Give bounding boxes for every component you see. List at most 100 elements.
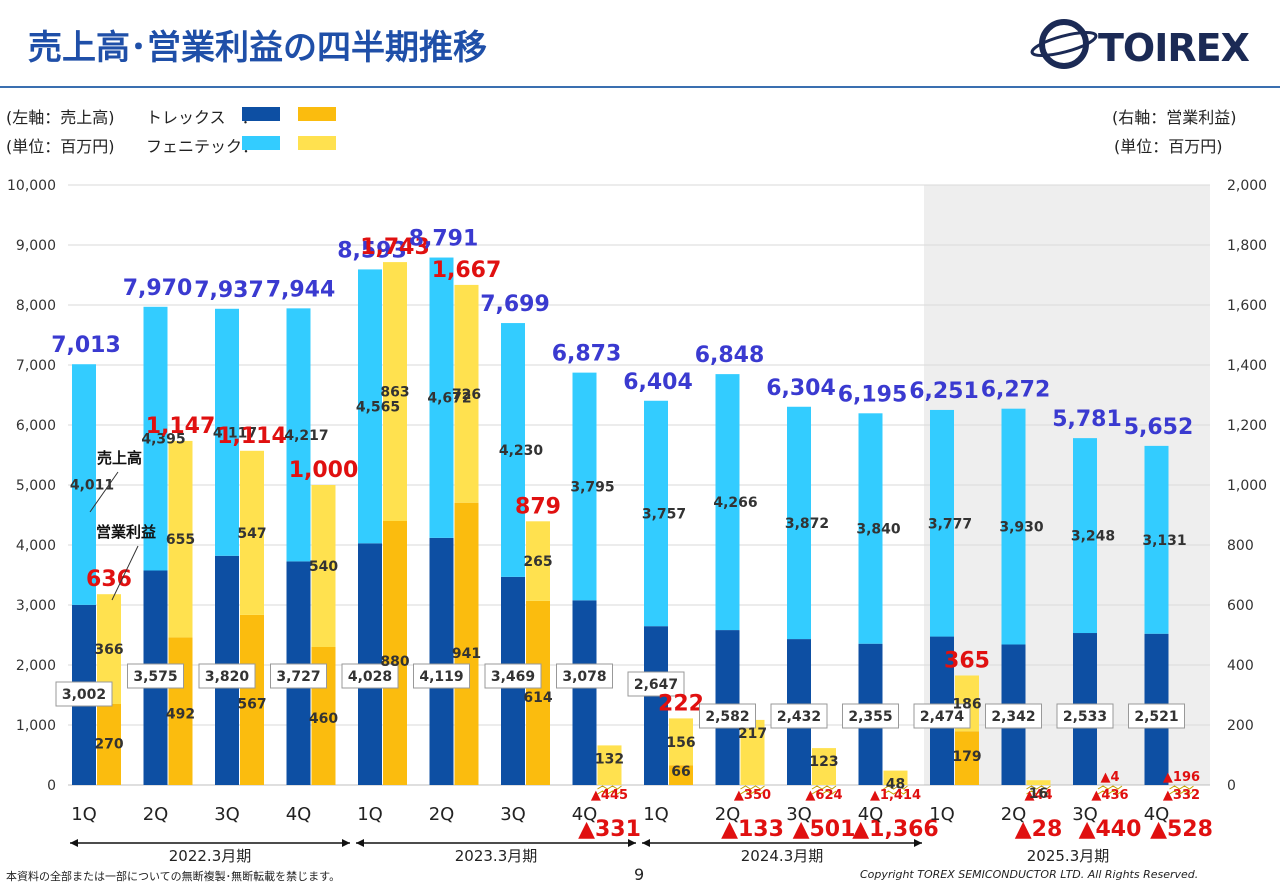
phenitec-sales-label: 4,117 [213, 425, 257, 441]
torex-sales-label: 2,342 [991, 709, 1035, 725]
unit-note-right: (単位：百万円) [1114, 137, 1223, 156]
torex-sales-label: 3,078 [562, 669, 606, 685]
category-label: 2Q [1001, 804, 1027, 825]
total-sales-label: 6,251 [909, 379, 979, 404]
category-label: 2Q [143, 804, 169, 825]
left-tick-label: 0 [47, 778, 56, 794]
phenitec-sales-label: 3,131 [1142, 533, 1186, 549]
bar-phenitec-sales [1144, 445, 1169, 634]
torex-sales-label-box [913, 703, 971, 729]
phenitec-op-label: ▲196 [1163, 770, 1200, 785]
category-label: 3Q [786, 804, 812, 825]
torex-sales-label: 2,355 [848, 709, 892, 725]
bar-phenitec-sales [715, 374, 740, 631]
torex-sales-label: 2,474 [920, 709, 965, 725]
bar-phenitec-sales [572, 372, 597, 601]
torex-sales-label: 3,469 [491, 669, 535, 685]
bar-torex-op [454, 502, 479, 785]
torex-sales-label: 2,521 [1134, 709, 1178, 725]
right-tick-label: 1,600 [1227, 298, 1267, 314]
right-tick-label: 1,800 [1227, 238, 1267, 254]
total-sales-label: 5,781 [1052, 407, 1122, 432]
bar-phenitec-sales [429, 257, 454, 538]
bar-phenitec-op [1026, 780, 1051, 785]
torex-op-label: ▲44 [1024, 788, 1052, 803]
total-op-label: 1,147 [146, 414, 216, 439]
category-label: 4Q [572, 804, 598, 825]
torex-sales-label-box [1128, 703, 1185, 729]
torex-sales-label: 4,028 [348, 669, 392, 685]
bar-phenitec-sales [72, 364, 96, 605]
torex-sales-label-box [556, 663, 613, 689]
legend-swatch-phenitec-op [298, 136, 336, 150]
torex-op-label: 567 [237, 696, 266, 712]
phenitec-op-label: 132 [595, 751, 624, 767]
total-sales-label: 7,699 [480, 292, 550, 317]
total-sales-label: 8,593 [337, 238, 407, 263]
total-sales-label: 6,195 [838, 382, 908, 407]
unit-note-left: (単位：百万円) [6, 137, 115, 156]
torex-op-label: ▲445 [591, 788, 628, 803]
legend-phenitec-label: フェニテック： [146, 137, 259, 156]
phenitec-op-label: 217 [738, 726, 767, 742]
logo-icon [1030, 19, 1098, 69]
legend-swatch-torex-op [298, 107, 336, 121]
torex-sales-label: 2,533 [1063, 709, 1107, 725]
total-op-label: ▲133 [721, 817, 784, 842]
total-sales-label: 6,272 [981, 378, 1051, 403]
torex-op-label: 941 [452, 646, 481, 662]
torex-sales-label-box [413, 663, 470, 689]
phenitec-op-label: 265 [523, 554, 552, 570]
total-sales-label: 6,404 [623, 370, 693, 395]
bar-phenitec-op [812, 748, 836, 785]
torex-sales-label: 3,727 [276, 669, 320, 685]
phenitec-sales-label: 3,872 [785, 516, 829, 532]
total-sales-label: 6,304 [766, 376, 836, 401]
total-op-label: 1,667 [432, 258, 502, 283]
phenitec-sales-label: 4,266 [713, 495, 757, 511]
right-tick-label: 0 [1227, 778, 1236, 794]
phenitec-sales-label: 4,230 [499, 443, 544, 459]
bar-phenitec-sales [787, 406, 811, 640]
torex-sales-label-box [985, 703, 1042, 729]
annotation-op: 営業利益 [96, 523, 156, 541]
torex-sales-label: 3,820 [205, 669, 250, 685]
footer-copyright: Copyright TOREX SEMICONDUCTOR LTD. All R… [860, 868, 1199, 881]
total-sales-label: 6,873 [552, 342, 622, 367]
left-tick-label: 9,000 [16, 238, 56, 254]
category-label: 1Q [643, 804, 669, 825]
total-op-label: ▲528 [1150, 817, 1213, 842]
torex-sales-label: 2,432 [777, 709, 821, 725]
phenitec-op-label: 366 [94, 642, 123, 658]
total-op-label: 879 [515, 494, 561, 519]
bar-phenitec-op [383, 262, 407, 521]
bar-phenitec-op [669, 718, 693, 766]
bar-phenitec-sales [1001, 408, 1026, 645]
legend-torex-label: トレックス ： [146, 108, 258, 127]
bar-phenitec-sales [215, 308, 239, 556]
phenitec-sales-label: 3,248 [1071, 529, 1115, 545]
bar-phenitec-op [597, 745, 622, 785]
category-label: 3Q [1072, 804, 1098, 825]
negative-marker-icon [811, 785, 837, 795]
phenitec-sales-label: 4,565 [356, 399, 400, 415]
torex-sales-label: 3,002 [62, 687, 106, 703]
phenitec-sales-label: 3,777 [928, 516, 972, 532]
torex-op-label: 66 [671, 764, 690, 780]
bar-phenitec-op [883, 770, 908, 785]
phenitec-op-label: 48 [886, 777, 905, 793]
bar-phenitec-sales [286, 308, 311, 562]
left-tick-label: 7,000 [16, 358, 56, 374]
total-op-label: ▲28 [1015, 817, 1063, 842]
bar-phenitec-sales [358, 269, 382, 544]
negative-marker-icon [883, 785, 908, 795]
phenitec-sales-label: 3,840 [856, 522, 901, 538]
total-op-label: ▲501 [793, 817, 856, 842]
page-number: 9 [634, 865, 645, 884]
category-label: 4Q [858, 804, 884, 825]
category-label: 3Q [500, 804, 526, 825]
left-tick-label: 2,000 [16, 658, 56, 674]
bar-torex-sales [644, 626, 668, 785]
torex-op-label: ▲624 [805, 788, 842, 803]
phenitec-sales-label: 3,795 [570, 479, 614, 495]
